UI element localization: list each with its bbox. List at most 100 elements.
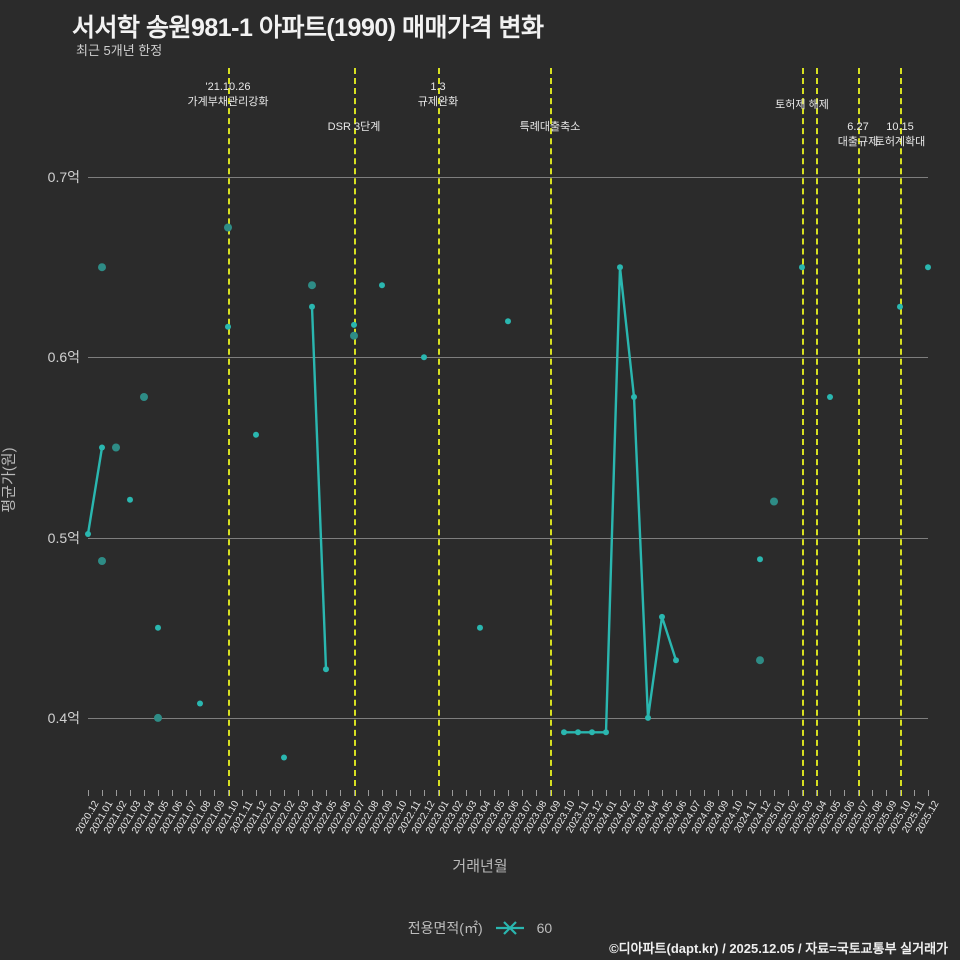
data-point[interactable] (225, 323, 231, 330)
data-point[interactable] (827, 394, 833, 400)
x-tick (466, 790, 467, 796)
x-tick (312, 790, 313, 796)
data-point[interactable] (351, 321, 357, 328)
x-tick (844, 790, 845, 796)
data-point[interactable] (253, 431, 259, 438)
x-tick (256, 790, 257, 796)
x-tick (298, 790, 299, 796)
data-point[interactable] (645, 714, 651, 721)
event-label: DSR 3단계 (327, 121, 381, 133)
x-tick (214, 790, 215, 796)
legend-marker-icon (495, 919, 525, 937)
gridline: 0.6억 (48, 349, 928, 365)
gridline: 0.4억 (48, 710, 928, 726)
data-point[interactable] (197, 700, 203, 707)
x-tick (606, 790, 607, 796)
event-line (550, 68, 552, 796)
event-label: 10.15 토허계확대 (874, 121, 926, 148)
scatter-point[interactable] (112, 443, 120, 452)
scatter-point[interactable] (770, 497, 778, 506)
x-tick (900, 790, 901, 796)
data-point[interactable] (673, 657, 679, 664)
x-tick (354, 790, 355, 796)
scatter-point[interactable] (98, 263, 106, 272)
x-tick (718, 790, 719, 796)
x-tick (816, 790, 817, 796)
data-point[interactable] (925, 264, 931, 271)
data-point[interactable] (155, 624, 161, 631)
data-point[interactable] (589, 729, 595, 736)
scatter-point[interactable] (350, 331, 358, 340)
x-tick (382, 790, 383, 796)
x-tick (592, 790, 593, 796)
x-tick (634, 790, 635, 796)
legend: 전용면적(㎡) 60 (0, 918, 960, 938)
data-point[interactable] (477, 624, 483, 631)
scatter-point[interactable] (154, 713, 162, 722)
x-tick (116, 790, 117, 796)
x-tick (144, 790, 145, 796)
x-tick (802, 790, 803, 796)
data-point[interactable] (897, 303, 903, 310)
data-point[interactable] (99, 444, 105, 451)
x-tick (522, 790, 523, 796)
data-point[interactable] (561, 729, 567, 736)
data-point[interactable] (575, 729, 581, 736)
x-tick (130, 790, 131, 796)
event-line (228, 68, 230, 796)
data-point[interactable] (281, 754, 287, 761)
scatter-point[interactable] (756, 656, 764, 665)
data-point[interactable] (617, 264, 623, 271)
x-tick (536, 790, 537, 796)
event-line (900, 68, 902, 796)
y-axis-title: 평균가(원) (0, 447, 18, 513)
data-point[interactable] (505, 318, 511, 325)
x-tick (340, 790, 341, 796)
series-layer (85, 223, 931, 761)
x-tick (410, 790, 411, 796)
data-point[interactable] (309, 303, 315, 310)
event-line (354, 68, 356, 796)
data-point[interactable] (127, 496, 133, 503)
data-point[interactable] (799, 264, 805, 271)
data-point[interactable] (421, 354, 427, 361)
x-tick (550, 790, 551, 796)
data-point[interactable] (659, 613, 665, 620)
scatter-point[interactable] (308, 281, 316, 290)
data-point[interactable] (85, 531, 91, 537)
scatter-point[interactable] (140, 393, 148, 401)
y-tick-label: 0.4억 (47, 709, 80, 726)
y-tick-label: 0.5억 (47, 529, 80, 546)
x-tick (284, 790, 285, 796)
y-tick-label: 0.7억 (47, 169, 80, 185)
scatter-point[interactable] (224, 223, 232, 232)
x-tick (620, 790, 621, 796)
x-tick (578, 790, 579, 796)
scatter-point[interactable] (98, 557, 106, 565)
event-line (802, 68, 804, 796)
x-tick (704, 790, 705, 796)
x-tick (914, 790, 915, 796)
series-line (310, 306, 328, 670)
x-tick (676, 790, 677, 796)
event-line (438, 68, 440, 796)
x-tick (732, 790, 733, 796)
gridline: 0.7억 (48, 169, 928, 185)
x-tick (228, 790, 229, 796)
data-point[interactable] (379, 282, 385, 289)
x-tick (368, 790, 369, 796)
data-point[interactable] (603, 729, 609, 736)
event-line (816, 68, 818, 796)
plot-area: 0.4억 0.5억 0.6억 0.7억 2020.12 2021.01 2021.02 20… (48, 68, 942, 836)
data-point[interactable] (631, 394, 637, 400)
series-line (86, 447, 104, 535)
footer-credit: ©디아파트(dapt.kr) / 2025.12.05 / 자료=국토교통부 실… (609, 941, 948, 956)
legend-value: 60 (536, 920, 553, 936)
x-tick (774, 790, 775, 796)
data-point[interactable] (323, 666, 329, 673)
y-tick-label: 0.6억 (47, 349, 80, 366)
x-tick (858, 790, 859, 796)
data-point[interactable] (757, 556, 763, 563)
x-tick (88, 790, 89, 796)
